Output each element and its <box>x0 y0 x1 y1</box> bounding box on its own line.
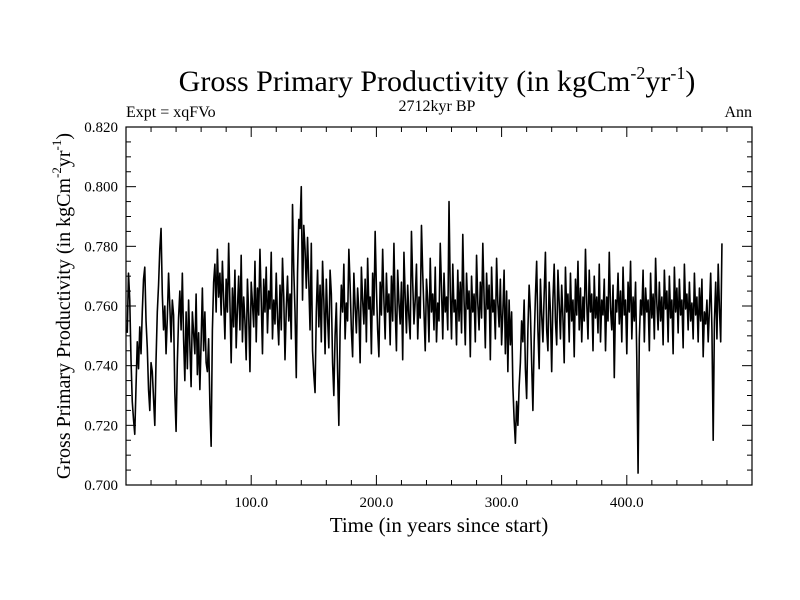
x-tick-label: 100.0 <box>234 495 268 511</box>
y-tick-label: 0.740 <box>84 359 118 375</box>
axis-tick-labels: 100.0 200.0 300.0 400.0 0.700 0.720 0.740 0.760… <box>84 120 643 511</box>
y-tick-label: 0.720 <box>84 418 118 434</box>
y-tick-label: 0.700 <box>84 478 118 494</box>
season-label: Ann <box>724 104 752 121</box>
ylabel-superscript-1: -2 <box>49 167 64 178</box>
y-tick-label: 0.820 <box>84 120 118 136</box>
experiment-label: Expt = xqFVo <box>126 104 216 121</box>
subtitle-period: 2712kyr BP <box>399 98 476 115</box>
x-tick-label: 400.0 <box>610 495 644 511</box>
series-line-gpp <box>126 185 723 474</box>
y-tick-label: 0.780 <box>84 239 118 255</box>
x-axis-label: Time (in years since start) <box>330 513 549 537</box>
ylabel-superscript-2: -1 <box>49 140 64 151</box>
x-tick-label: 300.0 <box>485 495 519 511</box>
x-tick-label: 200.0 <box>360 495 394 511</box>
title-superscript-1: -2 <box>630 63 645 83</box>
y-tick-label: 0.800 <box>84 180 118 196</box>
y-axis-label: Gross Primary Productivity (in kgCm-2yr-… <box>49 133 75 479</box>
chart-title: Gross Primary Productivity (in kgCm-2yr-… <box>179 63 696 98</box>
title-superscript-2: -1 <box>670 63 685 83</box>
y-tick-label: 0.760 <box>84 299 118 315</box>
axis-ticks <box>126 127 752 485</box>
